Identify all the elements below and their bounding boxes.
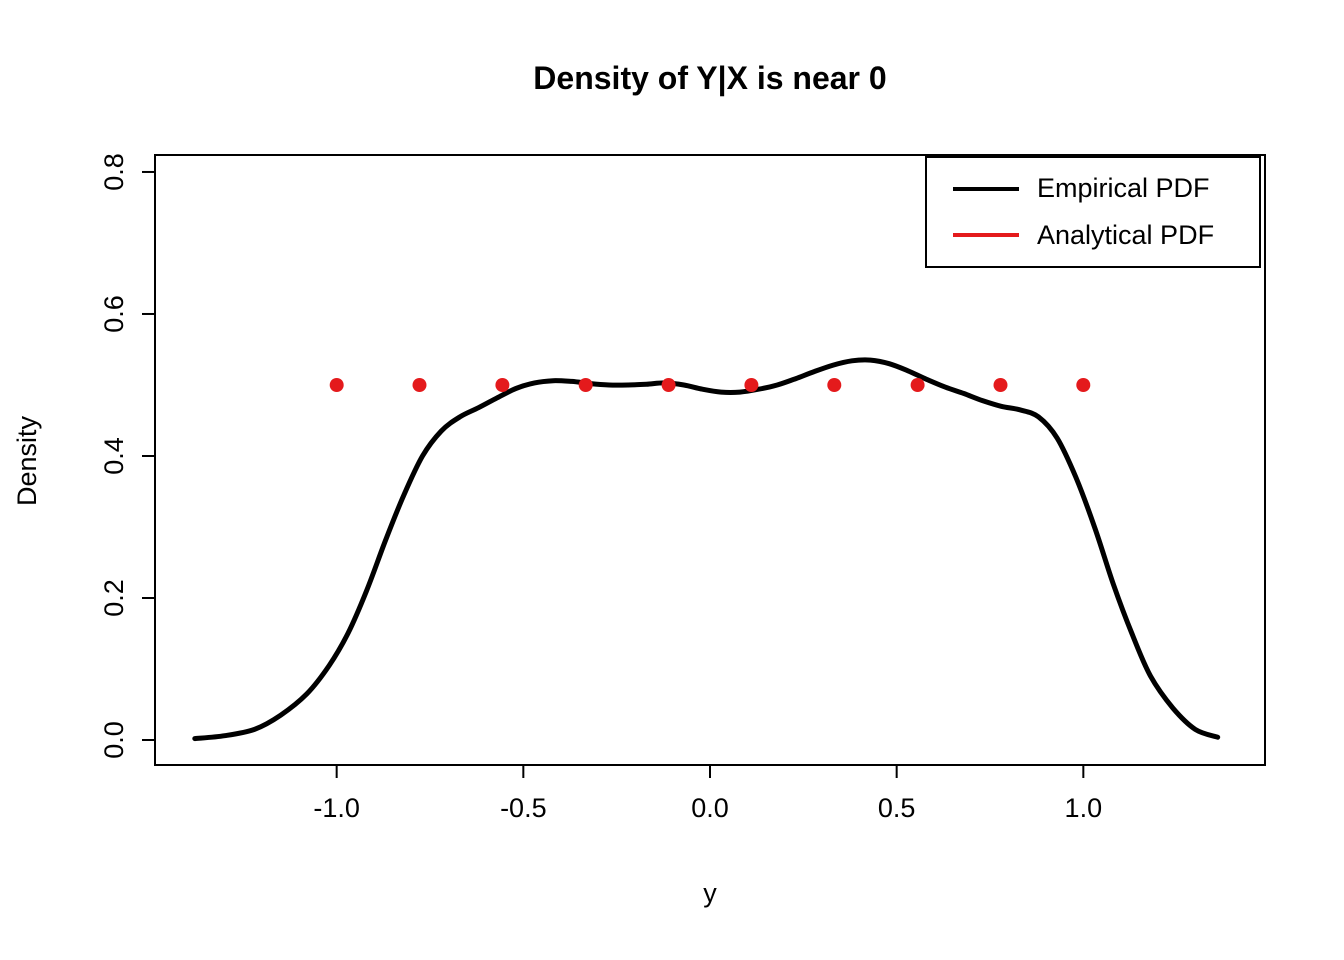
analytical-pdf-point [827, 378, 842, 392]
x-tick-label: 1.0 [1065, 793, 1103, 823]
chart-title: Density of Y|X is near 0 [533, 60, 887, 96]
y-tick-label: 0.8 [99, 153, 129, 191]
legend-row-empirical: Empirical PDF [953, 173, 1259, 204]
empirical-pdf-curve [192, 357, 1221, 742]
x-axis-label: y [703, 878, 717, 908]
analytical-pdf-point [1076, 378, 1091, 392]
analytical-pdf-point [495, 378, 510, 392]
y-tick-label: 0.0 [99, 721, 129, 759]
y-tick-label: 0.2 [99, 579, 129, 617]
analytical-pdf-point [578, 378, 593, 392]
analytical-pdf-point [744, 378, 759, 392]
x-tick-label: 0.5 [878, 793, 916, 823]
legend-label-empirical: Empirical PDF [1037, 173, 1210, 204]
analytical-pdf-point [412, 378, 427, 392]
analytical-pdf-point [910, 378, 925, 392]
y-tick-label: 0.4 [99, 437, 129, 475]
x-tick-label: -1.0 [313, 793, 360, 823]
empirical-pdf-line-swatch [953, 186, 1019, 191]
analytical-pdf-point [993, 378, 1008, 392]
x-tick-label: -0.5 [500, 793, 547, 823]
y-axis-label: Density [12, 415, 42, 507]
legend: Empirical PDF Analytical PDF [925, 156, 1261, 268]
legend-row-analytical: Analytical PDF [953, 220, 1259, 251]
legend-label-analytical: Analytical PDF [1037, 219, 1215, 250]
y-tick-label: 0.6 [99, 295, 129, 333]
x-tick-label: 0.0 [691, 793, 729, 823]
analytical-pdf-line-swatch [953, 233, 1019, 238]
analytical-pdf-point [329, 378, 344, 392]
analytical-pdf-point [661, 378, 676, 392]
